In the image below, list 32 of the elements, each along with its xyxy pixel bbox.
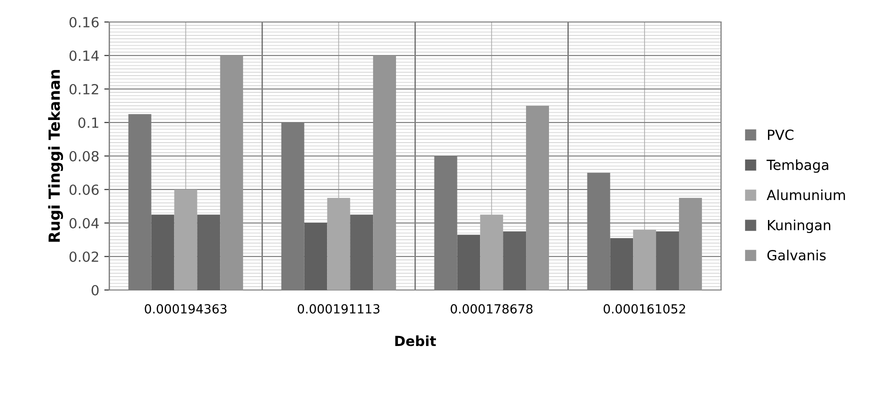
bar <box>678 198 702 290</box>
bar <box>197 214 220 290</box>
bar <box>526 106 549 290</box>
y-tick-label: 0.06 <box>70 184 99 195</box>
bar <box>220 56 244 290</box>
y-tick-label: 0.08 <box>70 150 99 162</box>
legend-label: Alumunium <box>766 189 845 200</box>
x-tick-label: 0.000161052 <box>604 304 686 314</box>
y-tick-label: 0.16 <box>70 16 99 28</box>
x-tick-label: 0.000178678 <box>450 304 533 314</box>
bar <box>656 231 679 290</box>
bar <box>457 234 480 290</box>
bar <box>350 214 374 290</box>
legend-label: Galvanis <box>767 250 826 260</box>
y-tick-label: 0.12 <box>70 84 98 94</box>
y-tick-label: 0.04 <box>70 218 99 228</box>
bar <box>373 56 396 290</box>
x-tick-label: 0.000194363 <box>144 304 226 314</box>
x-tick-label: 0.000191113 <box>298 304 380 314</box>
y-tick-label: 0.1 <box>78 117 98 128</box>
bar <box>610 238 634 290</box>
x-axis-title: Debit <box>395 335 436 346</box>
bar <box>304 223 328 290</box>
y-tick-label: 0.02 <box>70 251 98 262</box>
legend-label: Kuningan <box>768 220 830 234</box>
bar <box>151 214 174 290</box>
bar <box>503 231 526 290</box>
legend-label: PVC <box>768 130 794 140</box>
legend-label: Tembaga <box>766 159 828 173</box>
y-tick-label: 0.14 <box>70 50 99 61</box>
y-axis-title: Rugi Tinggi Tekanan <box>48 70 64 242</box>
y-tick-label: 0 <box>92 284 99 296</box>
